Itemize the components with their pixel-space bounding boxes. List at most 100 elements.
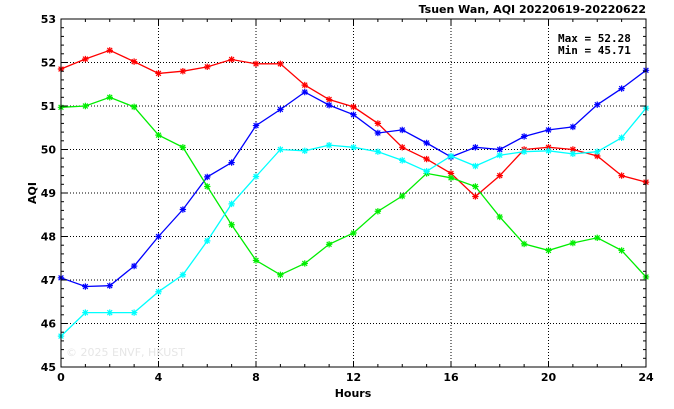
- data-point-marker: [472, 162, 479, 170]
- data-point-marker: [252, 173, 260, 180]
- data-point-marker: [594, 152, 601, 160]
- data-point-marker: [325, 241, 333, 248]
- data-point-marker: [179, 68, 187, 75]
- data-point-marker: [447, 170, 455, 177]
- data-point-marker: [374, 129, 382, 137]
- data-point-marker: [399, 144, 406, 151]
- y-tick-label: 52: [41, 57, 56, 70]
- x-tick-label: 0: [57, 371, 65, 384]
- y-tick-label: 47: [41, 274, 56, 287]
- data-point-marker: [82, 283, 89, 290]
- data-point-marker: [399, 192, 406, 200]
- data-point-marker: [545, 247, 552, 254]
- data-point-marker: [618, 134, 625, 141]
- data-point-marker: [277, 271, 284, 278]
- data-point-marker: [447, 174, 455, 181]
- data-point-marker: [520, 240, 528, 248]
- y-tick-label: 46: [41, 318, 57, 331]
- min-stat: Min = 45.71: [558, 44, 631, 57]
- y-tick-label: 45: [41, 361, 56, 374]
- data-point-marker: [594, 234, 601, 242]
- data-point-marker: [545, 144, 552, 151]
- series-layer: [57, 47, 650, 340]
- x-tick-label: 20: [541, 371, 557, 384]
- data-point-marker: [569, 239, 577, 247]
- data-point-marker: [472, 183, 479, 190]
- data-point-marker: [228, 200, 235, 208]
- x-axis-title: Hours: [335, 387, 372, 400]
- data-point-marker: [472, 193, 479, 200]
- data-point-marker: [228, 56, 235, 63]
- data-point-marker: [277, 106, 284, 113]
- x-tick-label: 12: [346, 371, 361, 384]
- x-tick-label: 8: [252, 371, 260, 384]
- y-tick-label: 53: [41, 13, 56, 26]
- data-point-marker: [301, 260, 308, 267]
- data-point-marker: [374, 120, 382, 127]
- data-point-marker: [252, 257, 260, 264]
- data-point-marker: [179, 271, 187, 278]
- data-point-marker: [179, 144, 187, 151]
- data-point-marker: [423, 155, 430, 163]
- data-point-marker: [325, 101, 333, 109]
- data-point-marker: [520, 133, 528, 140]
- data-point-marker: [423, 168, 430, 175]
- data-point-marker: [106, 47, 113, 54]
- data-point-marker: [204, 237, 211, 245]
- data-point-marker: [301, 81, 308, 89]
- y-tick-label: 49: [41, 187, 56, 200]
- chart-title: Tsuen Wan, AQI 20220619-20220622: [419, 3, 646, 16]
- data-point-marker: [130, 262, 138, 270]
- data-point-marker: [472, 144, 479, 151]
- data-point-marker: [496, 146, 503, 153]
- data-point-marker: [545, 147, 552, 155]
- data-point-marker: [350, 103, 357, 111]
- data-point-marker: [82, 55, 89, 63]
- data-point-marker: [569, 146, 577, 153]
- data-point-marker: [350, 229, 357, 237]
- data-point-marker: [496, 213, 503, 221]
- data-point-marker: [252, 122, 260, 129]
- data-point-marker: [179, 206, 187, 213]
- data-point-marker: [277, 60, 284, 68]
- data-point-marker: [301, 147, 308, 155]
- data-point-marker: [155, 288, 162, 295]
- data-point-marker: [399, 126, 406, 134]
- grid-lines: [61, 19, 646, 367]
- data-point-marker: [569, 150, 577, 158]
- data-point-marker: [618, 85, 625, 92]
- data-point-marker: [106, 282, 113, 289]
- data-point-marker: [350, 144, 357, 151]
- data-point-marker: [106, 309, 113, 316]
- data-point-marker: [155, 131, 162, 139]
- y-axis-title: AQI: [26, 182, 39, 204]
- data-point-marker: [325, 141, 333, 149]
- data-point-marker: [496, 151, 503, 159]
- x-tick-label: 16: [443, 371, 459, 384]
- data-point-marker: [228, 221, 235, 228]
- series-3: [57, 104, 650, 340]
- data-point-marker: [204, 183, 211, 190]
- data-point-marker: [496, 172, 503, 179]
- watermark: © 2025 ENVF, HKUST: [66, 346, 185, 359]
- y-tick-label: 51: [41, 100, 56, 113]
- data-point-marker: [130, 309, 138, 316]
- data-point-marker: [204, 63, 211, 71]
- data-point-marker: [155, 70, 162, 77]
- data-point-marker: [545, 126, 552, 134]
- x-tick-label: 4: [155, 371, 163, 384]
- data-point-marker: [252, 60, 260, 68]
- data-point-marker: [594, 101, 601, 108]
- data-point-marker: [374, 208, 382, 215]
- data-point-marker: [399, 157, 406, 164]
- data-point-marker: [618, 247, 625, 254]
- y-tick-label: 50: [41, 144, 57, 157]
- series-2: [57, 94, 650, 281]
- data-point-marker: [106, 94, 113, 101]
- data-point-marker: [520, 148, 528, 155]
- data-point-marker: [325, 96, 333, 103]
- data-point-marker: [82, 309, 89, 316]
- data-point-marker: [82, 102, 89, 110]
- data-point-marker: [301, 88, 308, 96]
